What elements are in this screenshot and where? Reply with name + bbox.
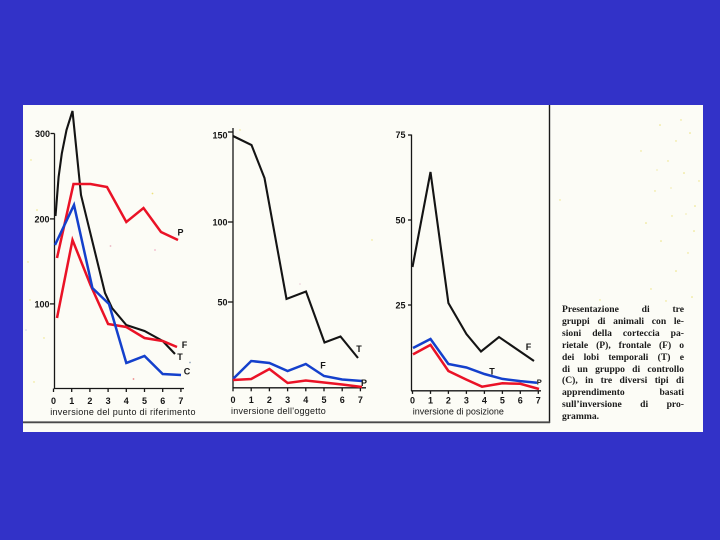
svg-text:T: T [489,366,495,376]
svg-text:0: 0 [410,396,415,406]
svg-text:200: 200 [34,214,49,224]
svg-text:F: F [320,361,326,371]
svg-text:4: 4 [482,396,487,406]
svg-text:1: 1 [428,396,433,406]
svg-text:2: 2 [267,395,272,405]
svg-text:P: P [537,377,542,386]
svg-text:3: 3 [464,396,469,406]
svg-text:0: 0 [51,396,56,406]
svg-text:inversione dell'oggetto: inversione dell'oggetto [231,406,326,416]
svg-text:6: 6 [518,396,523,406]
svg-text:4: 4 [303,395,308,405]
svg-text:T: T [177,352,183,362]
svg-text:3: 3 [106,396,111,406]
svg-text:1: 1 [249,395,254,405]
svg-text:100: 100 [212,218,227,228]
svg-text:4: 4 [124,396,129,406]
svg-text:T: T [356,344,362,354]
svg-text:25: 25 [395,301,405,311]
svg-text:3: 3 [285,395,290,405]
svg-text:inversione di posizione: inversione di posizione [413,407,504,417]
svg-text:7: 7 [358,395,363,405]
svg-text:5: 5 [321,395,326,405]
svg-text:6: 6 [160,396,165,406]
svg-text:5: 5 [500,396,505,406]
svg-text:F: F [526,342,532,352]
svg-text:7: 7 [536,396,541,406]
svg-text:300: 300 [35,129,50,139]
svg-text:6: 6 [340,395,345,405]
svg-text:2: 2 [87,396,92,406]
svg-text:inversione del punto di riferi: inversione del punto di riferimento [50,407,196,417]
svg-text:0: 0 [230,395,235,405]
svg-text:5: 5 [142,396,147,406]
svg-text:150: 150 [212,130,227,140]
svg-text:75: 75 [395,130,405,140]
svg-text:7: 7 [178,396,183,406]
svg-text:F: F [182,340,188,350]
svg-text:100: 100 [34,299,49,309]
svg-text:P: P [361,378,367,388]
svg-text:50: 50 [395,216,405,226]
svg-text:C: C [184,367,191,377]
svg-text:P: P [177,228,183,238]
svg-text:1: 1 [69,396,74,406]
svg-text:50: 50 [217,298,227,308]
svg-text:2: 2 [446,396,451,406]
